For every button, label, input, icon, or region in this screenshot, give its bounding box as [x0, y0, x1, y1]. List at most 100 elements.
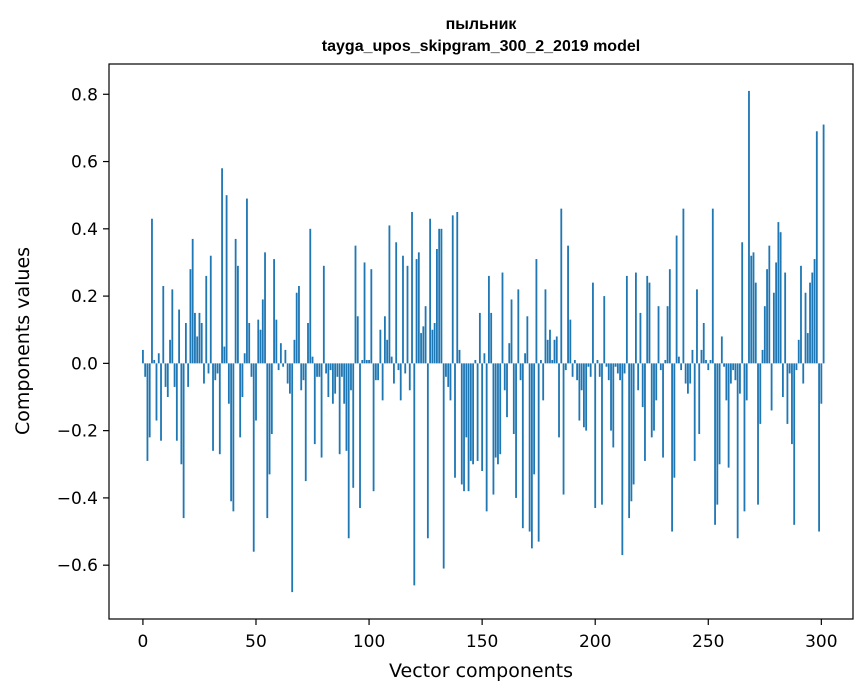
bar — [350, 363, 352, 391]
bar — [277, 363, 280, 371]
bar — [517, 289, 520, 364]
bar — [763, 306, 766, 364]
bar — [270, 363, 273, 434]
bar — [610, 363, 612, 431]
bar — [451, 215, 454, 364]
bar — [562, 363, 565, 495]
bar — [406, 265, 409, 364]
bar — [684, 363, 687, 384]
bar — [460, 363, 463, 485]
bar — [804, 292, 807, 364]
bar — [653, 363, 655, 431]
bar — [207, 363, 210, 374]
bar — [616, 363, 619, 374]
bar — [146, 363, 149, 461]
bar — [630, 363, 633, 502]
bar — [503, 363, 506, 391]
x-tick-label: 200 — [579, 632, 611, 652]
y-axis-ticks: −0.6 −0.4 −0.2 0.0 0.2 0.4 0.6 0.8 — [57, 85, 109, 576]
bar — [469, 363, 472, 461]
bar — [533, 363, 536, 475]
bar — [732, 363, 735, 371]
bar — [603, 296, 606, 364]
bar — [266, 363, 269, 519]
bar — [734, 363, 737, 381]
bar — [528, 363, 531, 532]
bar — [582, 363, 585, 428]
bar — [291, 363, 294, 593]
bar — [417, 252, 420, 364]
bar — [750, 255, 753, 364]
bar — [587, 363, 590, 367]
bar — [691, 349, 694, 364]
bar — [368, 360, 370, 364]
bar — [666, 306, 669, 364]
bar — [356, 316, 359, 364]
bar — [535, 259, 538, 364]
bar — [822, 124, 825, 364]
bar — [397, 363, 400, 371]
bar — [334, 363, 337, 394]
bar — [564, 363, 567, 371]
bar — [155, 363, 158, 421]
bar — [621, 363, 624, 556]
bar — [736, 363, 739, 539]
bar — [628, 363, 631, 519]
bar — [714, 363, 716, 525]
bar — [295, 292, 298, 364]
bar — [662, 363, 664, 458]
bar — [677, 356, 680, 364]
bars — [142, 90, 825, 593]
bar — [501, 272, 504, 364]
bar — [727, 363, 730, 468]
bar — [257, 319, 260, 364]
bar — [322, 265, 325, 364]
bar — [248, 323, 251, 364]
bar — [775, 262, 778, 364]
bar — [625, 275, 628, 364]
bar — [723, 363, 726, 367]
bar — [329, 363, 332, 371]
bar — [341, 363, 343, 377]
bar — [659, 363, 662, 371]
bar — [189, 269, 192, 364]
bar — [592, 282, 594, 364]
bar — [300, 363, 303, 391]
bar — [519, 363, 522, 381]
bar — [612, 363, 615, 448]
chart-subtitle: tayga_upos_skipgram_300_2_2019 model — [322, 38, 640, 55]
bar — [144, 363, 147, 377]
bar — [648, 282, 651, 364]
bar — [472, 363, 474, 465]
bar — [261, 299, 264, 364]
bar — [540, 360, 542, 364]
bar — [770, 363, 773, 411]
bar — [474, 360, 477, 364]
bar — [542, 363, 545, 401]
bar — [515, 363, 517, 498]
bar — [431, 329, 434, 364]
bar — [589, 363, 592, 377]
bar — [546, 339, 549, 364]
x-axis-label: Vector components — [389, 660, 573, 682]
y-tick-label: −0.2 — [57, 422, 98, 442]
bar — [530, 363, 533, 549]
bar — [336, 363, 339, 377]
bar — [524, 353, 526, 364]
bar — [445, 363, 447, 377]
bar — [218, 363, 221, 455]
x-axis-ticks: 0 50 100 150 200 250 300 — [138, 619, 838, 652]
bar — [255, 363, 257, 421]
bar — [709, 360, 712, 364]
x-tick-label: 0 — [138, 632, 149, 652]
bar — [169, 339, 171, 364]
bar — [716, 363, 719, 505]
bar — [702, 323, 705, 364]
bar — [526, 316, 529, 364]
bar — [216, 363, 219, 374]
bar — [481, 363, 484, 471]
bar — [745, 363, 748, 401]
plot-frame — [108, 63, 854, 620]
bar — [200, 323, 203, 364]
bar — [388, 225, 391, 364]
